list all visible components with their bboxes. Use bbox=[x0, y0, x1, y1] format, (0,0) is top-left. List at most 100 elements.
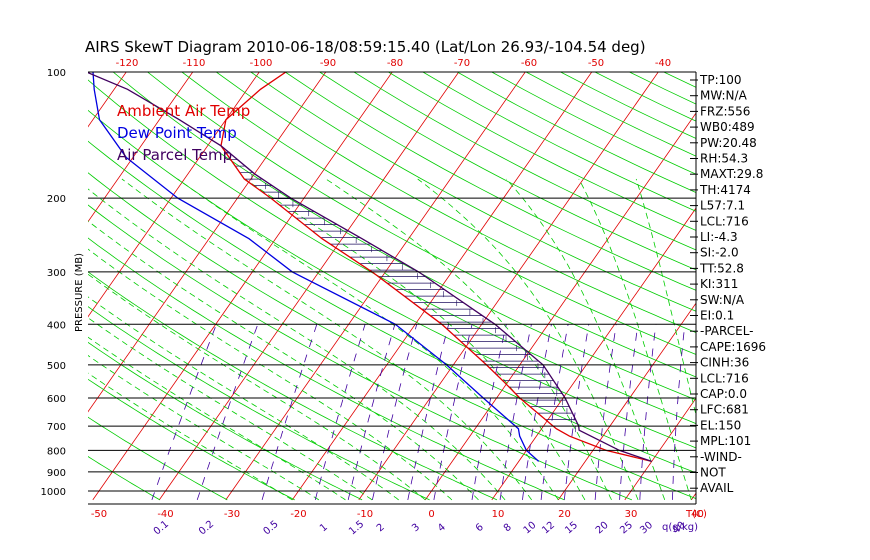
legend-entry: Ambient Air Temp bbox=[117, 102, 250, 120]
stability-index: MPL:101 bbox=[700, 434, 751, 448]
stability-index: NOT bbox=[700, 466, 726, 480]
mixing-ratio-tick-label: 25 bbox=[618, 520, 635, 537]
temp-tick-label: -50 bbox=[91, 509, 107, 520]
stability-index: TT:52.8 bbox=[699, 261, 744, 275]
top-temp-tick-label: -60 bbox=[521, 58, 537, 69]
mixing-ratio-line bbox=[315, 324, 365, 500]
mixing-ratio-tick-label: 1.5 bbox=[347, 519, 366, 538]
stability-index: LFC:681 bbox=[700, 403, 749, 417]
mixing-ratio-tick-label: 2 bbox=[375, 522, 387, 535]
dry-adiabat-line bbox=[224, 53, 870, 500]
mixing-ratio-line bbox=[348, 324, 395, 500]
pressure-tick-label: 900 bbox=[47, 468, 66, 479]
mixing-ratio-tick-label: 30 bbox=[638, 520, 655, 537]
dry-adiabat-line bbox=[358, 53, 870, 500]
dry-adiabat-line bbox=[659, 53, 870, 500]
mixing-ratio-tick-label: 20 bbox=[594, 520, 611, 537]
stability-index: PW:20.48 bbox=[700, 136, 757, 150]
moist-adiabat-line bbox=[506, 179, 665, 500]
mixing-ratio-tick-label: 3 bbox=[410, 522, 422, 535]
top-temp-tick-label: -50 bbox=[588, 58, 604, 69]
stability-index: MW:N/A bbox=[700, 89, 748, 103]
temp-tick-label: -40 bbox=[157, 509, 173, 520]
pressure-tick-label: 300 bbox=[47, 268, 66, 279]
chart-title: AIRS SkewT Diagram 2010-06-18/08:59:15.4… bbox=[85, 38, 646, 56]
stability-index: SW:N/A bbox=[700, 293, 745, 307]
legend-entry: Dew Point Temp bbox=[117, 124, 237, 142]
mixing-ratio-axis-label: q(g/kg) bbox=[662, 522, 698, 533]
mixing-ratio-line bbox=[372, 324, 416, 500]
pressure-tick-label: 400 bbox=[47, 320, 66, 331]
top-temp-tick-label: -40 bbox=[655, 58, 671, 69]
top-temp-tick-label: -100 bbox=[250, 58, 273, 69]
mixing-ratio-tick-label: 12 bbox=[540, 520, 557, 537]
pressure-tick-label: 200 bbox=[47, 194, 66, 205]
temp-axis-label: T(C) bbox=[685, 509, 707, 520]
stability-index: EI:0.1 bbox=[700, 309, 734, 323]
pressure-tick-label: 600 bbox=[47, 394, 66, 405]
pressure-tick-label: 100 bbox=[47, 68, 66, 79]
dry-adiabat-line bbox=[525, 53, 870, 500]
temp-tick-label: 20 bbox=[558, 509, 571, 520]
top-temp-tick-label: -70 bbox=[454, 58, 470, 69]
dry-adiabat-line bbox=[191, 53, 870, 500]
legend-entry: Air Parcel Temp bbox=[117, 146, 232, 164]
mixing-ratio-line bbox=[541, 324, 568, 500]
pressure-tick-label: 700 bbox=[47, 422, 66, 433]
dry-adiabat-line bbox=[158, 53, 870, 500]
mixing-ratio-tick-label: 0.2 bbox=[197, 519, 216, 538]
mixing-ratio-tick-label: 0.5 bbox=[261, 519, 280, 538]
top-temp-tick-label: -80 bbox=[387, 58, 403, 69]
dry-adiabat-line bbox=[792, 53, 870, 500]
mixing-ratio-tick-label: 6 bbox=[474, 522, 486, 535]
mixing-ratio-tick-label: 0.1 bbox=[152, 519, 171, 538]
mixing-ratio-line bbox=[620, 324, 638, 500]
stability-index: SI:-2.0 bbox=[700, 246, 739, 260]
stability-index: CAPE:1696 bbox=[700, 340, 766, 354]
stability-index: AVAIL bbox=[700, 481, 734, 495]
top-temp-tick-label: -110 bbox=[183, 58, 206, 69]
moist-adiabat-line bbox=[76, 179, 506, 500]
pressure-tick-label: 800 bbox=[47, 446, 66, 457]
stability-index: CAP:0.0 bbox=[700, 387, 747, 401]
stability-index: LCL:716 bbox=[700, 371, 749, 385]
mixing-ratio-tick-label: 8 bbox=[502, 522, 514, 535]
moist-adiabat-line bbox=[0, 179, 292, 500]
moist-adiabat-line bbox=[36, 179, 478, 500]
stability-index: TP:100 bbox=[699, 73, 742, 87]
stability-index: EL:150 bbox=[700, 418, 741, 432]
stability-index: WB0:489 bbox=[700, 120, 755, 134]
temp-tick-label: -10 bbox=[357, 509, 373, 520]
mixing-ratio-tick-label: 4 bbox=[436, 522, 448, 535]
moist-adiabat-line bbox=[178, 179, 559, 500]
stability-index: L57:7.1 bbox=[700, 199, 745, 213]
pressure-tick-label: 500 bbox=[47, 361, 66, 372]
moist-adiabat-line bbox=[2, 179, 452, 500]
temp-tick-label: -30 bbox=[224, 509, 240, 520]
isotherm-line bbox=[824, 53, 870, 500]
dry-adiabat-line bbox=[0, 53, 699, 500]
stability-index: LI:-4.3 bbox=[700, 230, 738, 244]
stability-index: CINH:36 bbox=[700, 356, 749, 370]
mixing-ratio-line bbox=[672, 324, 684, 500]
top-temp-tick-label: -120 bbox=[116, 58, 139, 69]
top-temp-tick-label: -90 bbox=[320, 58, 336, 69]
dry-adiabat-line bbox=[391, 53, 870, 500]
stability-index: MAXT:29.8 bbox=[700, 167, 763, 181]
temp-tick-label: 30 bbox=[625, 509, 638, 520]
stability-index: -PARCEL- bbox=[700, 324, 754, 338]
stability-index: KI:311 bbox=[700, 277, 738, 291]
temp-tick-label: -20 bbox=[290, 509, 306, 520]
mixing-ratio-line bbox=[262, 324, 317, 500]
stability-index: TH:4174 bbox=[699, 183, 751, 197]
dry-adiabat-line bbox=[759, 53, 870, 500]
mixing-ratio-line bbox=[640, 324, 656, 500]
stability-index: RH:54.3 bbox=[700, 152, 748, 166]
isotherm-line bbox=[492, 53, 805, 500]
mixing-ratio-tick-label: 10 bbox=[522, 520, 539, 537]
y-axis-label: PRESSURE (MB) bbox=[74, 253, 85, 332]
stability-index: FRZ:556 bbox=[700, 104, 750, 118]
temp-tick-label: 0 bbox=[428, 509, 434, 520]
stability-index: LCL:716 bbox=[700, 214, 749, 228]
